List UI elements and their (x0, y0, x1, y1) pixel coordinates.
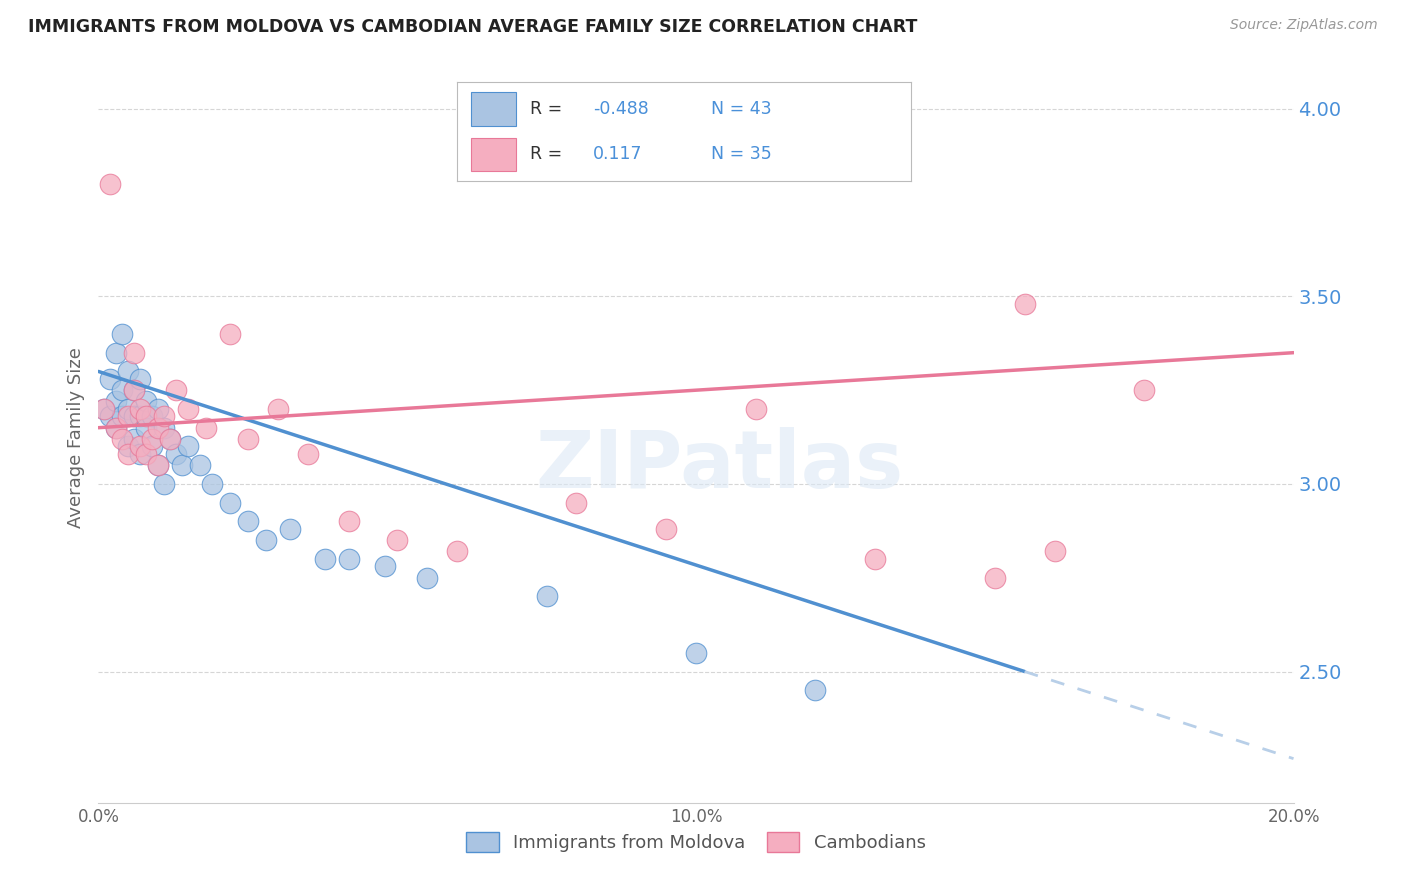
Point (124, 432, 146, 446)
Point (201, 477, 224, 491)
Point (536, 590, 558, 604)
Point (1014, 297, 1036, 311)
Point (172, 458, 194, 473)
Point (267, 401, 290, 416)
Point (124, 409, 146, 424)
Point (153, 409, 176, 424)
Point (129, 440, 152, 454)
Point (148, 458, 170, 473)
Y-axis label: Average Family Size: Average Family Size (66, 347, 84, 527)
Point (111, 409, 134, 424)
Point (315, 552, 337, 566)
Point (984, 571, 1007, 585)
Point (148, 458, 170, 473)
Point (124, 383, 146, 397)
Text: Source: ZipAtlas.com: Source: ZipAtlas.com (1230, 18, 1378, 32)
Point (165, 383, 187, 397)
Point (219, 326, 242, 341)
Point (117, 364, 139, 378)
Point (685, 646, 707, 660)
Point (105, 420, 128, 434)
Point (159, 432, 181, 446)
Point (165, 447, 187, 461)
Point (374, 559, 396, 574)
Point (135, 420, 157, 434)
Point (129, 372, 152, 386)
Point (141, 409, 163, 424)
Point (188, 458, 211, 473)
Point (124, 383, 146, 397)
Point (93, 401, 115, 416)
Point (153, 477, 176, 491)
Point (655, 522, 678, 536)
Point (297, 447, 319, 461)
Text: ZIPatlas: ZIPatlas (536, 427, 904, 506)
Point (219, 496, 242, 510)
Point (339, 515, 361, 529)
Point (159, 432, 181, 446)
Point (117, 401, 139, 416)
Point (153, 420, 176, 434)
Point (98, 409, 122, 424)
Point (135, 447, 157, 461)
Point (195, 420, 218, 434)
Point (98, 372, 122, 386)
Point (105, 345, 128, 359)
Point (117, 440, 139, 454)
Point (236, 432, 259, 446)
Point (135, 394, 157, 409)
Point (111, 432, 134, 446)
Point (865, 552, 887, 566)
Point (1043, 544, 1066, 558)
Point (105, 394, 128, 409)
Point (236, 515, 259, 529)
Point (1133, 383, 1156, 397)
Point (135, 409, 157, 424)
Point (278, 522, 301, 536)
Point (385, 533, 409, 548)
Point (129, 401, 152, 416)
Point (111, 326, 134, 341)
Legend: Immigrants from Moldova, Cambodians: Immigrants from Moldova, Cambodians (458, 825, 934, 860)
Point (148, 401, 170, 416)
Point (148, 420, 170, 434)
Point (124, 345, 146, 359)
Point (98, 177, 122, 191)
Point (339, 552, 361, 566)
Point (177, 401, 200, 416)
Point (745, 401, 768, 416)
Point (105, 420, 128, 434)
Point (117, 409, 139, 424)
Point (177, 440, 200, 454)
Point (93, 401, 115, 416)
Point (141, 440, 163, 454)
Text: IMMIGRANTS FROM MOLDOVA VS CAMBODIAN AVERAGE FAMILY SIZE CORRELATION CHART: IMMIGRANTS FROM MOLDOVA VS CAMBODIAN AVE… (28, 18, 918, 36)
Point (565, 496, 588, 510)
Point (416, 571, 439, 585)
Point (804, 683, 827, 698)
Point (129, 447, 152, 461)
Point (117, 447, 139, 461)
Point (129, 409, 152, 424)
Point (141, 432, 163, 446)
Point (111, 383, 134, 397)
Point (446, 544, 468, 558)
Point (254, 533, 277, 548)
